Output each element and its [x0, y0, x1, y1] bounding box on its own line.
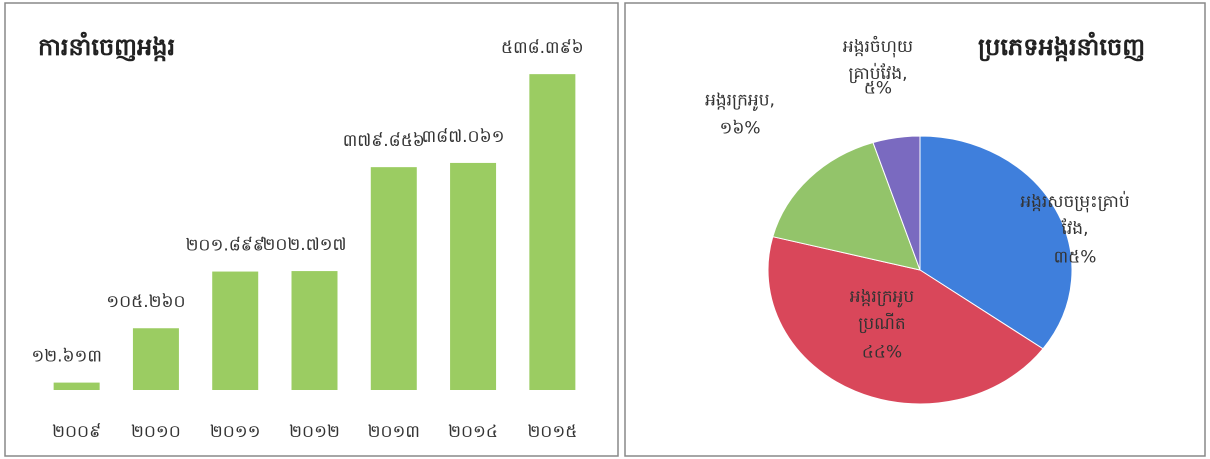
- x-tick-label: ២០១១: [210, 422, 261, 442]
- x-tick-label: ២០១៤: [448, 422, 498, 442]
- slice-name: អង្ករក្រអូប,: [705, 90, 775, 111]
- slice-value: ៤៤%: [861, 342, 903, 363]
- x-tick-label: ២០១២: [289, 422, 340, 442]
- value-label: ៣៨៧.០៦១: [422, 127, 505, 147]
- bar: [212, 271, 259, 390]
- x-tick-label: ២០០៩: [52, 422, 101, 442]
- value-label: ១០៥.២៦០: [106, 292, 185, 312]
- slice-name: អង្ករចំហុយគ្រាប់វែង,: [842, 37, 914, 84]
- value-label: ៣៧៩.៨៥៦: [343, 131, 425, 151]
- bar: [370, 167, 417, 390]
- bar-title: ការនាំចេញអង្ករ: [38, 33, 176, 61]
- value-label: ២០១.៨៩៩: [186, 236, 265, 256]
- slice-name: អង្ករក្រអូបប្រណីត: [849, 287, 915, 334]
- value-label: ១២.៦១៣: [31, 347, 102, 367]
- pie-title: ប្រភេទអង្ករនាំចេញ: [978, 33, 1146, 61]
- pie-slice: [872, 135, 921, 271]
- bar: [291, 271, 338, 390]
- slice-value: ៣៥%: [1053, 247, 1097, 268]
- x-tick-label: ២០១៥: [527, 422, 577, 442]
- pie-slice: [767, 236, 1044, 405]
- bar: [529, 74, 576, 390]
- slice-name: អង្ករសចម្រុះគ្រាប់វែង,: [1020, 192, 1130, 239]
- right-panel: [624, 2, 1206, 457]
- slice-value: ៥%: [863, 78, 893, 99]
- bar: [132, 328, 179, 390]
- pie-slice: [772, 141, 921, 271]
- value-label: ២០២.៧១៧: [263, 235, 347, 255]
- slice-value: ១៦%: [719, 118, 761, 139]
- left-panel: [4, 2, 619, 457]
- x-tick-label: ២០១៣: [368, 422, 420, 442]
- x-tick-label: ២០១០: [131, 422, 181, 442]
- value-label: ៥៣៨.៣៩៦: [501, 38, 584, 58]
- bar: [450, 162, 497, 390]
- pie-slice: [919, 135, 1073, 350]
- bar: [53, 382, 100, 390]
